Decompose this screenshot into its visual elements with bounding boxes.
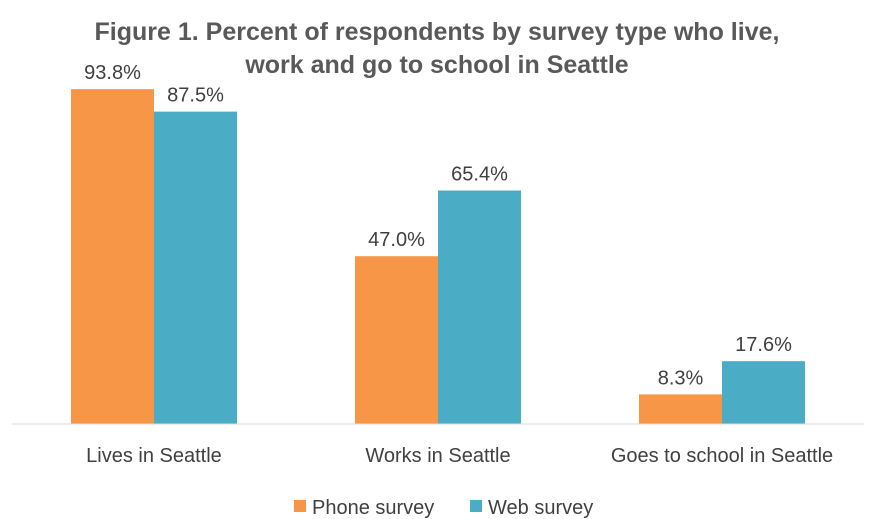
data-label-phone-2: 8.3% [658,367,704,389]
bars-group [71,89,805,424]
bar-phone-0 [71,89,154,424]
bar-phone-1 [355,256,438,424]
category-label-2: Goes to school in Seattle [611,445,833,467]
legend-swatch-phone [294,500,306,512]
bar-web-1 [438,190,521,424]
category-label-0: Lives in Seattle [86,445,222,467]
bar-phone-2 [639,394,722,424]
value-labels-group: 93.8% 87.5% 47.0% 65.4% 8.3% 17.6% [84,62,792,389]
legend-label-phone: Phone survey [312,497,434,519]
data-label-phone-1: 47.0% [368,229,425,251]
legend: Phone survey Web survey [294,497,593,519]
data-label-web-0: 87.5% [167,85,224,107]
data-label-phone-0: 93.8% [84,62,141,84]
chart-title-line-1: Figure 1. Percent of respondents by surv… [95,18,780,46]
category-label-1: Works in Seattle [365,445,510,467]
category-labels-group: Lives in Seattle Works in Seattle Goes to … [86,445,833,467]
chart-title-line-2: work and go to school in Seattle [244,51,628,79]
bar-web-2 [722,361,805,424]
legend-label-web: Web survey [488,497,593,519]
data-label-web-2: 17.6% [735,334,792,356]
legend-swatch-web [470,500,482,512]
bar-web-0 [154,111,237,424]
data-label-web-1: 65.4% [451,164,508,186]
